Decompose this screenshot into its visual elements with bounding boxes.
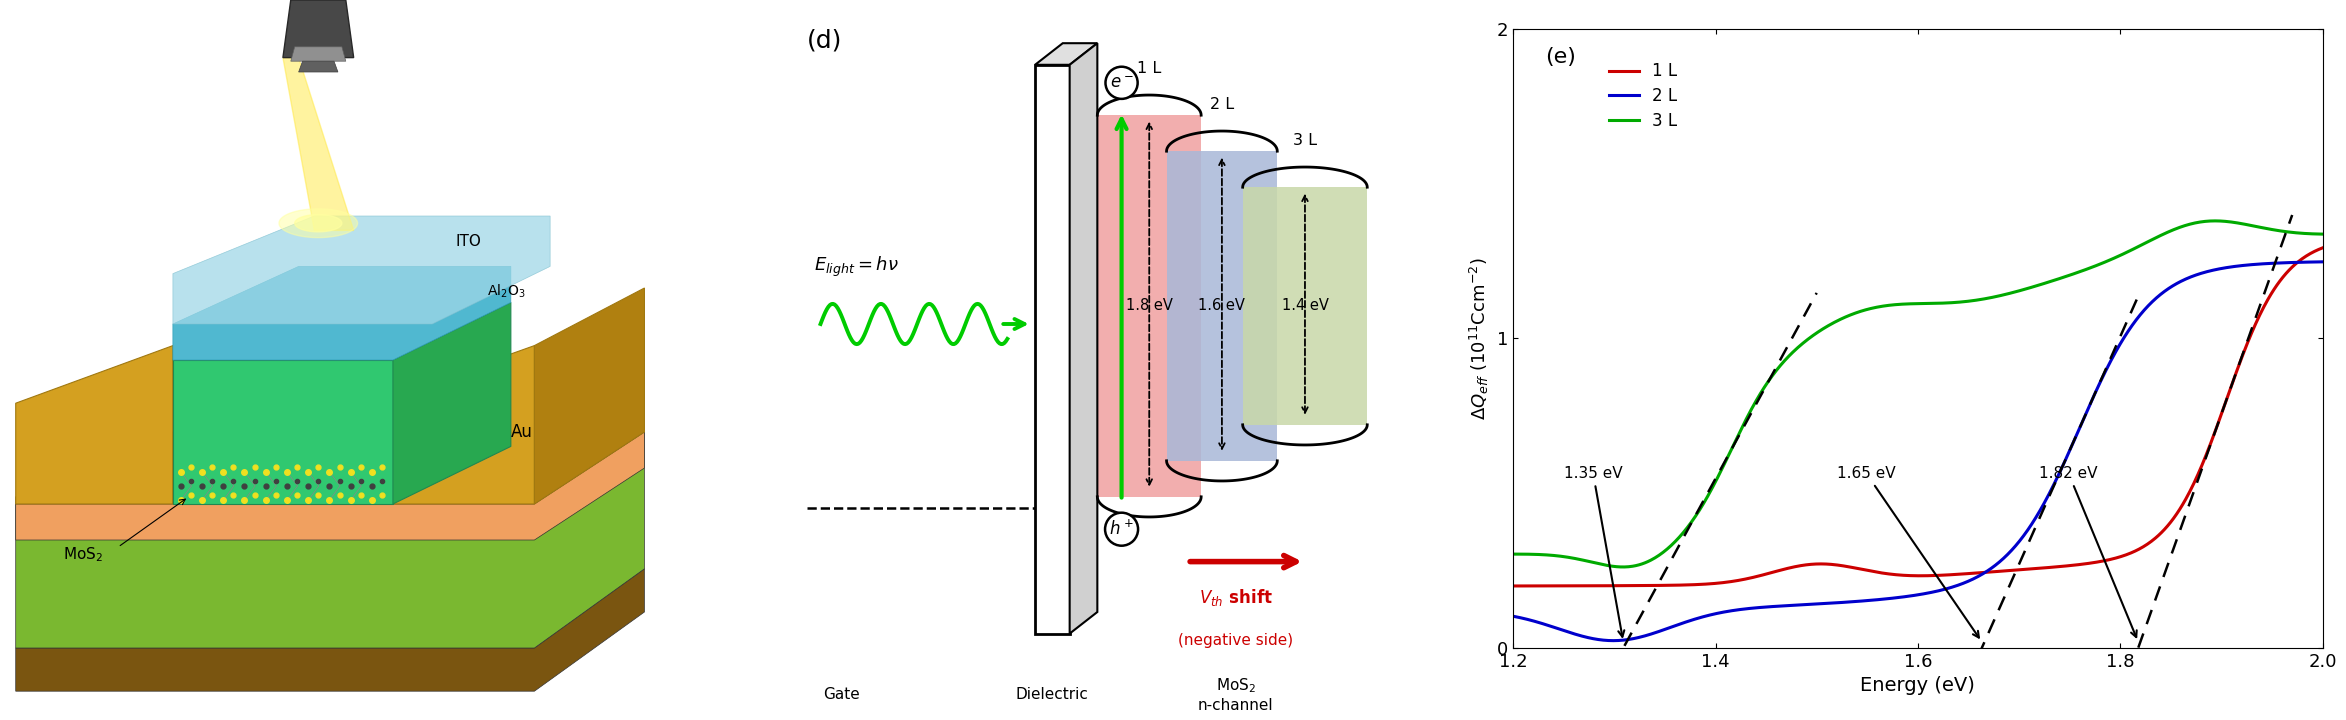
3 L bbox=[1548, 552, 1577, 561]
Polygon shape bbox=[296, 215, 343, 232]
3 L bbox=[1499, 550, 1527, 559]
Polygon shape bbox=[174, 302, 511, 360]
2 L bbox=[1992, 552, 2020, 561]
Text: 1.8 eV: 1.8 eV bbox=[1126, 299, 1173, 313]
Text: 1.4 eV: 1.4 eV bbox=[1281, 299, 1328, 313]
3 L bbox=[2308, 230, 2337, 238]
1 L bbox=[1968, 568, 1996, 577]
Text: (negative side): (negative side) bbox=[1178, 634, 1293, 648]
1 L bbox=[2114, 550, 2142, 559]
2 L bbox=[2015, 523, 2043, 531]
Text: (e): (e) bbox=[1546, 48, 1577, 68]
Text: $V_{th}$ shift: $V_{th}$ shift bbox=[1199, 587, 1272, 608]
1 L bbox=[2015, 564, 2043, 573]
Polygon shape bbox=[535, 288, 645, 504]
Polygon shape bbox=[394, 302, 511, 504]
Text: MoS$_2$
n-channel: MoS$_2$ n-channel bbox=[1199, 677, 1274, 713]
Text: 1 L: 1 L bbox=[1138, 60, 1161, 76]
Bar bbox=[1243, 187, 1368, 425]
1 L bbox=[1548, 582, 1577, 590]
Line: 3 L: 3 L bbox=[1513, 221, 2323, 567]
2 L bbox=[2308, 258, 2337, 266]
Bar bbox=[1166, 151, 1276, 461]
X-axis label: Energy (eV): Energy (eV) bbox=[1860, 676, 1975, 696]
Text: 2 L: 2 L bbox=[1211, 96, 1234, 112]
3 L bbox=[1971, 294, 1999, 303]
Legend: 1 L, 2 L, 3 L: 1 L, 2 L, 3 L bbox=[1602, 55, 1684, 136]
Polygon shape bbox=[174, 331, 197, 504]
Polygon shape bbox=[394, 346, 535, 504]
3 L bbox=[2198, 217, 2226, 225]
Polygon shape bbox=[1070, 43, 1098, 634]
Text: 1.35 eV: 1.35 eV bbox=[1565, 466, 1623, 636]
Polygon shape bbox=[284, 0, 354, 58]
Text: $e^-$: $e^-$ bbox=[1110, 74, 1133, 92]
2 L bbox=[2198, 266, 2226, 275]
Text: 1.65 eV: 1.65 eV bbox=[1837, 466, 1980, 638]
3 L bbox=[1609, 562, 1638, 571]
2 L bbox=[1600, 636, 1628, 645]
Polygon shape bbox=[16, 346, 174, 504]
2 L bbox=[1548, 626, 1577, 634]
Polygon shape bbox=[1035, 43, 1098, 65]
Text: ITO: ITO bbox=[455, 234, 481, 248]
Text: Gate: Gate bbox=[823, 688, 859, 702]
Polygon shape bbox=[174, 266, 511, 360]
3 L bbox=[1992, 290, 2020, 299]
Text: 3 L: 3 L bbox=[1293, 132, 1316, 148]
Polygon shape bbox=[16, 432, 645, 648]
2 L bbox=[2114, 327, 2142, 336]
2 L bbox=[1971, 569, 1999, 577]
Line: 1 L: 1 L bbox=[1513, 248, 2323, 586]
FancyBboxPatch shape bbox=[1035, 65, 1070, 634]
Text: Al$_2$O$_3$: Al$_2$O$_3$ bbox=[488, 283, 526, 300]
3 L bbox=[2015, 284, 2043, 292]
Polygon shape bbox=[174, 216, 549, 324]
Text: MoS$_2$: MoS$_2$ bbox=[63, 545, 103, 564]
1 L bbox=[1989, 567, 2018, 575]
1 L bbox=[2308, 243, 2337, 252]
Text: 1.6 eV: 1.6 eV bbox=[1199, 299, 1246, 313]
1 L bbox=[1499, 582, 1527, 590]
Y-axis label: $\Delta Q_{eff}$ $(10^{11}\mathrm{Ccm}^{-2})$: $\Delta Q_{eff}$ $(10^{11}\mathrm{Ccm}^{… bbox=[1469, 257, 1492, 420]
Text: Dielectric: Dielectric bbox=[1016, 688, 1089, 702]
Text: 1.82 eV: 1.82 eV bbox=[2039, 466, 2137, 637]
Polygon shape bbox=[16, 432, 645, 540]
Polygon shape bbox=[279, 209, 357, 238]
3 L bbox=[2201, 217, 2229, 225]
Polygon shape bbox=[284, 58, 354, 230]
Polygon shape bbox=[291, 47, 345, 61]
Polygon shape bbox=[174, 360, 394, 504]
3 L bbox=[2114, 248, 2142, 256]
Text: $h^+$: $h^+$ bbox=[1110, 520, 1133, 539]
Text: $E_{light} = h\nu$: $E_{light} = h\nu$ bbox=[814, 254, 899, 279]
1 L bbox=[2196, 441, 2224, 449]
Bar bbox=[1098, 115, 1201, 497]
Line: 2 L: 2 L bbox=[1513, 262, 2323, 641]
Text: (d): (d) bbox=[807, 29, 842, 53]
Text: Au: Au bbox=[511, 423, 533, 441]
2 L bbox=[1499, 612, 1527, 621]
Polygon shape bbox=[16, 569, 645, 691]
Polygon shape bbox=[298, 61, 338, 72]
